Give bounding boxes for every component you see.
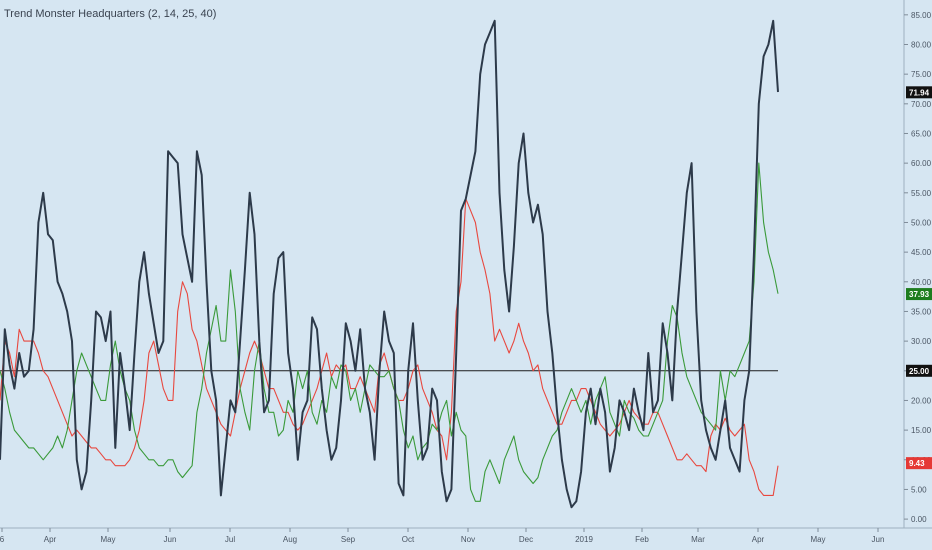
plus-di-line — [0, 162, 779, 502]
y-tick-label: 45.00 — [911, 248, 932, 257]
y-tick-label: 30.00 — [911, 337, 932, 346]
adx-line — [0, 19, 779, 509]
badge-background — [906, 86, 932, 99]
threshold-value-badge: 25.00 — [906, 364, 932, 377]
badge-label: 9.43 — [909, 459, 925, 468]
time-axis[interactable]: 6 Apr May Jun Jul Aug Sep Oct Nov Dec 2019 Feb Mar Ap… — [0, 527, 932, 544]
y-tick-label: 75.00 — [911, 70, 932, 79]
x-tick-label: Apr — [44, 535, 57, 544]
x-tick-label: May — [100, 535, 115, 544]
y-tick-label: 85.00 — [911, 11, 932, 20]
x-tick-label: 6 — [0, 535, 5, 544]
x-tick-label: Feb — [635, 535, 649, 544]
badge-label: 71.94 — [909, 88, 930, 97]
badge-background — [906, 457, 932, 470]
x-tick-label: Jun — [872, 535, 885, 544]
x-tick-label: 2019 — [575, 535, 593, 544]
y-tick-label: 40.00 — [911, 278, 932, 287]
y-tick-label: 55.00 — [911, 189, 932, 198]
y-tick-label: 50.00 — [911, 218, 932, 227]
x-tick-label: Sep — [341, 535, 356, 544]
badge-background — [906, 288, 932, 301]
price-axis[interactable]: 0.005.0010.0015.0020.0025.0030.0035.0040… — [903, 0, 932, 528]
x-tick-label: Mar — [691, 535, 705, 544]
indicator-title[interactable]: Trend Monster Headquarters (2, 14, 25, 4… — [4, 8, 217, 20]
plot-lines — [0, 19, 779, 509]
x-tick-label: Oct — [402, 535, 415, 544]
y-tick-label: 70.00 — [911, 100, 932, 109]
x-tick-label: May — [810, 535, 825, 544]
y-tick-label: 0.00 — [911, 515, 927, 524]
x-tick-label: Dec — [519, 535, 533, 544]
y-tick-label: 35.00 — [911, 307, 932, 316]
x-tick-label: Aug — [283, 535, 297, 544]
y-tick-label: 20.00 — [911, 396, 932, 405]
x-tick-label: Jul — [225, 535, 235, 544]
value-badges: 71.94 37.93 25.00 9.43 — [906, 86, 932, 470]
adx-value-badge: 71.94 — [906, 86, 932, 99]
x-tick-label: Jun — [164, 535, 177, 544]
plus-di-value-badge: 37.93 — [906, 288, 932, 301]
y-tick-label: 80.00 — [911, 40, 932, 49]
badge-label: 25.00 — [909, 367, 930, 376]
minus-di-value-badge: 9.43 — [906, 457, 932, 470]
x-tick-label: Apr — [752, 535, 765, 544]
y-tick-label: 65.00 — [911, 129, 932, 138]
badge-background — [906, 364, 932, 377]
y-tick-label: 5.00 — [911, 485, 927, 494]
y-tick-label: 60.00 — [911, 159, 932, 168]
badge-label: 37.93 — [909, 290, 930, 299]
y-tick-label: 15.00 — [911, 426, 932, 435]
x-tick-label: Nov — [461, 535, 475, 544]
